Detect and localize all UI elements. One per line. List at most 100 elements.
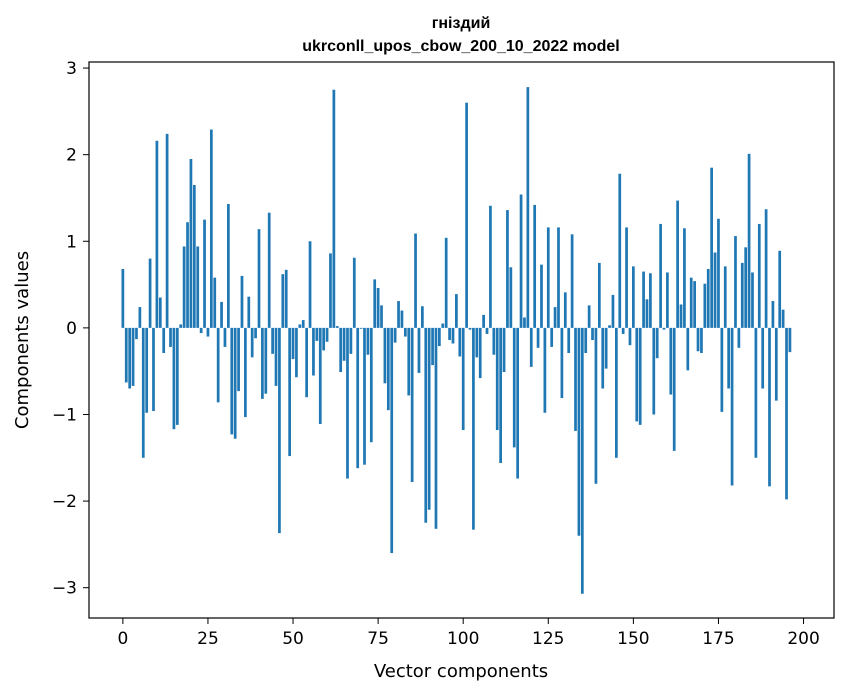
bar (386, 327, 390, 411)
bar (383, 327, 387, 384)
y-tick-label: −3 (52, 579, 77, 599)
x-tick-label: 25 (197, 629, 219, 649)
bar (601, 327, 605, 389)
bar (720, 327, 724, 412)
bar (482, 314, 485, 328)
bar (683, 228, 686, 328)
bar (710, 167, 714, 328)
bar (570, 234, 574, 328)
bar (444, 237, 448, 328)
bar (475, 327, 479, 358)
bar (172, 327, 176, 430)
bar (679, 304, 683, 328)
bar (427, 327, 431, 510)
bar (366, 327, 370, 355)
bar (189, 159, 193, 328)
bar (506, 210, 509, 328)
bar (478, 327, 482, 379)
bar (179, 324, 183, 328)
bar (393, 327, 397, 343)
bar (655, 327, 659, 359)
bar (434, 327, 438, 529)
bar (502, 327, 506, 373)
bar (186, 222, 189, 328)
bar (642, 271, 645, 328)
bar (577, 327, 581, 536)
bar (669, 327, 673, 395)
x-tick-label: 175 (702, 629, 734, 649)
x-tick-label: 50 (282, 629, 304, 649)
bar (135, 327, 138, 340)
bar (594, 327, 598, 484)
bar (145, 327, 149, 413)
bar (359, 327, 363, 329)
bar (672, 327, 676, 451)
bar (740, 262, 744, 328)
bar (352, 257, 356, 328)
bar (335, 326, 339, 328)
bar (329, 253, 332, 328)
bar (543, 327, 547, 413)
bar (421, 306, 424, 328)
bar (625, 227, 628, 328)
bar (227, 204, 230, 328)
bar (284, 269, 288, 328)
bar (254, 327, 257, 339)
bar (182, 246, 186, 328)
bar (417, 327, 421, 373)
bar (621, 327, 625, 334)
bar (192, 184, 196, 328)
bar (485, 327, 489, 334)
bar (291, 327, 295, 360)
bar (761, 327, 765, 389)
bar (315, 327, 319, 341)
bar (523, 317, 526, 328)
bar (472, 327, 475, 530)
bar (376, 288, 380, 328)
bar (563, 292, 567, 328)
bar (308, 241, 312, 328)
bar (455, 294, 458, 328)
bar (499, 327, 502, 463)
y-tick-label: 3 (66, 59, 77, 79)
bar (618, 173, 622, 328)
bar (465, 102, 468, 328)
bar (261, 327, 264, 399)
bar (223, 327, 227, 347)
bar (489, 205, 492, 328)
bar (400, 310, 404, 328)
bar (706, 268, 710, 328)
bar (495, 327, 499, 431)
bar (546, 227, 550, 328)
bar (458, 327, 462, 357)
bar (220, 301, 223, 328)
bar (649, 273, 652, 328)
bar (237, 327, 240, 392)
bar (519, 194, 523, 328)
bar (757, 223, 761, 328)
bar (233, 327, 237, 439)
bar (267, 212, 271, 328)
bar (686, 327, 690, 371)
bar (312, 327, 315, 376)
bar (666, 272, 669, 328)
bar (778, 250, 782, 328)
bar (175, 327, 179, 425)
bar (727, 327, 731, 389)
bar (754, 327, 758, 458)
bar (322, 327, 326, 351)
bar (281, 274, 285, 328)
bar (526, 87, 530, 328)
bar (278, 327, 281, 534)
bar (703, 283, 707, 328)
bar (247, 296, 251, 328)
bar (788, 327, 792, 353)
bar (206, 327, 210, 337)
bar (676, 200, 679, 328)
bar (138, 307, 142, 328)
bar (700, 327, 703, 353)
bar (152, 327, 155, 412)
bar (216, 327, 220, 403)
bar (438, 327, 441, 347)
bar (342, 327, 346, 361)
